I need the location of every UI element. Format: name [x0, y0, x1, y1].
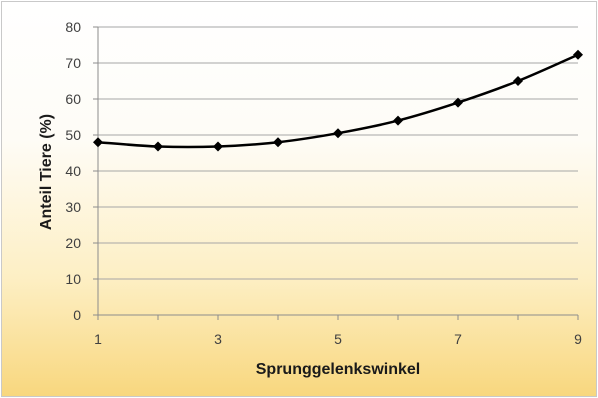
data-point-marker [93, 137, 103, 148]
y-tick-labels: 0 10 20 30 40 50 60 70 80 [65, 19, 81, 323]
y-tick-label: 10 [65, 271, 81, 287]
y-tick-label: 70 [65, 55, 81, 71]
axes [97, 27, 579, 320]
y-tick-label: 60 [65, 91, 81, 107]
data-point-marker [333, 128, 343, 139]
y-tick-label: 50 [65, 127, 81, 143]
x-tick-label: 7 [454, 331, 462, 347]
x-tick-labels: 1 3 5 7 9 [94, 331, 582, 347]
y-axis-title: Anteil Tiere (%) [38, 114, 55, 230]
x-tick-label: 5 [334, 331, 342, 347]
data-point-marker [513, 76, 523, 86]
x-tick-label: 9 [574, 331, 582, 347]
data-point-marker [273, 137, 283, 148]
data-markers [93, 49, 583, 152]
data-point-marker [393, 115, 403, 126]
y-tick-label: 30 [65, 199, 81, 215]
data-point-marker [453, 97, 463, 108]
y-tick-label: 80 [65, 19, 81, 35]
data-point-marker [153, 141, 163, 152]
data-point-marker [573, 49, 583, 60]
x-tick-label: 3 [214, 331, 222, 347]
gridlines [93, 26, 578, 316]
y-tick-label: 40 [65, 163, 81, 179]
data-point-marker [213, 141, 223, 152]
x-axis-title: Sprunggelenkswinkel [256, 361, 420, 378]
y-tick-label: 0 [73, 307, 81, 323]
x-tick-label: 1 [94, 331, 102, 347]
y-tick-label: 20 [65, 235, 81, 251]
